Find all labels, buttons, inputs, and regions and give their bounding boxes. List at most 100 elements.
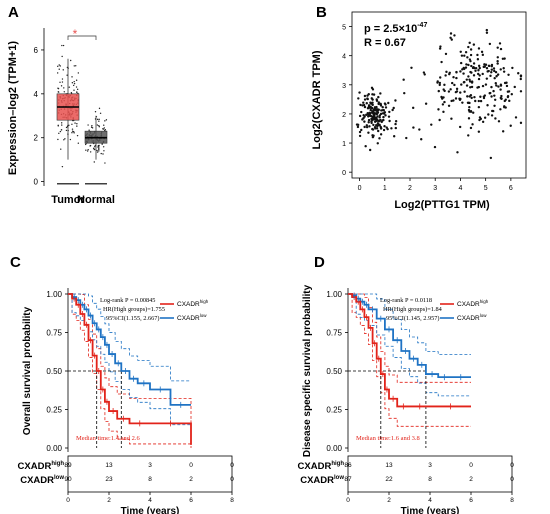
- legend-high-sup: high: [480, 299, 489, 304]
- risk-row-label: CXADRhigh: [18, 461, 65, 472]
- scatter-point: [479, 99, 483, 103]
- scatter-point: [440, 60, 443, 64]
- scatter-point: [466, 95, 469, 98]
- risk-label-name: CXADR: [20, 475, 54, 486]
- scatter-point: [449, 32, 453, 35]
- y-tick-label: 0.75: [326, 329, 342, 338]
- risk-row-label: CXADRhigh: [298, 461, 345, 472]
- scatter-point: [500, 97, 503, 100]
- jitter-point: [92, 147, 95, 150]
- scatter-point: [511, 66, 514, 70]
- scatter-point: [500, 94, 503, 98]
- risk-count: 3: [428, 462, 432, 469]
- scatter-point: [358, 134, 362, 138]
- scatter-point: [366, 97, 369, 101]
- risk-count: 0: [510, 476, 514, 483]
- scatter-point: [368, 148, 372, 152]
- jitter-point: [71, 130, 74, 132]
- scatter-point: [376, 122, 380, 125]
- panel-c: C Overall survival probability 0.00 0.25 0.…: [0, 250, 270, 514]
- scatter-point: [502, 67, 505, 70]
- jitter-point: [57, 125, 59, 127]
- panel-d-chart: Disease specific survival probability 0.0…: [298, 284, 515, 514]
- jitter-point: [98, 124, 100, 127]
- scatter-point: [499, 108, 502, 111]
- scatter-point: [370, 121, 373, 125]
- scatter-point: [360, 110, 363, 114]
- scatter-point: [424, 102, 428, 105]
- x-tick-label: 8: [510, 497, 514, 504]
- scatter-point: [496, 46, 499, 49]
- scatter-point: [447, 90, 451, 93]
- scatter-point: [388, 110, 391, 114]
- risk-count: 13: [105, 462, 113, 469]
- scatter-point: [378, 120, 381, 123]
- risk-count: 2: [189, 476, 193, 483]
- scatter-point: [478, 66, 481, 70]
- scatter-point: [386, 127, 389, 131]
- scatter-point: [443, 100, 446, 104]
- plot-frame: [351, 11, 527, 179]
- scatter-point: [499, 47, 503, 51]
- scatter-point: [444, 52, 448, 56]
- scatter-point: [469, 48, 473, 51]
- x-tick-label: 8: [230, 497, 234, 504]
- scatter-point: [450, 99, 453, 103]
- scatter-point: [503, 57, 506, 60]
- scatter-point: [411, 106, 415, 110]
- scatter-point: [503, 81, 507, 85]
- jitter-point: [85, 149, 87, 151]
- scatter-point: [381, 106, 384, 109]
- legend-label-high: CXADRhigh: [177, 299, 209, 308]
- scatter-point: [459, 97, 462, 101]
- jitter-point: [58, 64, 60, 66]
- risk-count: 0: [230, 476, 234, 483]
- scatter-point: [493, 94, 496, 97]
- scatter-point: [490, 63, 494, 67]
- scatter-point: [469, 126, 473, 130]
- x-tick-label: 2: [408, 185, 412, 192]
- scatter-point: [367, 131, 370, 134]
- scatter-point: [459, 70, 462, 73]
- jitter-point: [86, 150, 89, 152]
- ci-lower: [68, 293, 191, 426]
- scatter-point: [476, 53, 479, 57]
- jitter-point: [65, 126, 68, 129]
- scatter-point: [496, 62, 499, 65]
- scatter-point: [382, 115, 385, 119]
- scatter-point: [469, 86, 472, 89]
- scatter-point: [483, 116, 487, 119]
- scatter-point: [379, 127, 383, 130]
- jitter-point: [60, 148, 62, 150]
- jitter-point: [76, 134, 79, 137]
- scatter-point: [383, 124, 386, 128]
- scatter-point: [392, 106, 395, 110]
- jitter-point: [100, 152, 102, 155]
- scatter-point: [438, 83, 441, 87]
- jitter-point: [102, 127, 104, 130]
- y-tick-label: 2: [34, 134, 39, 143]
- panel-a-y-axis: 0 2 4 6: [34, 28, 45, 187]
- scatter-point: [490, 114, 494, 117]
- scatter-point: [460, 54, 464, 57]
- scatter-point: [465, 63, 468, 66]
- scatter-point: [405, 136, 408, 140]
- panel-c-letter: C: [10, 254, 21, 271]
- jitter-point: [58, 132, 60, 135]
- scatter-point: [447, 104, 451, 107]
- scatter-point: [465, 84, 469, 87]
- y-tick-label: 1.00: [326, 290, 342, 299]
- legend-low-name: CXADR: [177, 315, 200, 322]
- scatter-point: [438, 81, 442, 85]
- jitter-point: [73, 132, 75, 134]
- jitter-point: [75, 79, 78, 81]
- panel-b: B Log2(CXADR TPM) Log2(PTTG1 TPM) 0 1 2 3 4 5…: [300, 0, 550, 215]
- scatter-point: [382, 109, 386, 112]
- scatter-point: [474, 99, 477, 103]
- scatter-point: [507, 73, 510, 77]
- scatter-point: [368, 112, 371, 116]
- jitter-point: [84, 143, 87, 146]
- risk-label-sup: low: [54, 475, 64, 481]
- scatter-point: [499, 88, 502, 91]
- y-tick-label: 0.25: [326, 406, 342, 415]
